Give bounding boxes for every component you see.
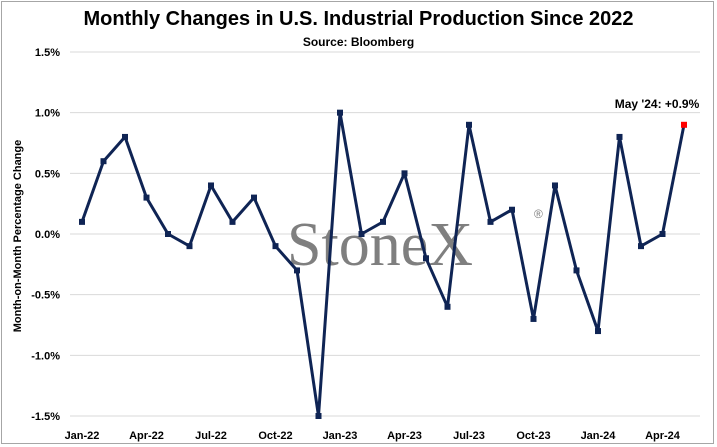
x-tick-label: Oct-23 — [516, 430, 550, 442]
data-point — [186, 243, 193, 250]
data-point — [79, 218, 85, 225]
gridlines — [70, 51, 700, 417]
data-point — [100, 158, 107, 165]
data-point — [616, 133, 623, 140]
data-point — [315, 413, 322, 419]
data-point — [595, 328, 601, 335]
data-point — [487, 218, 494, 225]
y-tick-label: -1.0% — [31, 350, 60, 362]
data-point — [444, 303, 451, 310]
series-group — [79, 109, 687, 419]
data-point — [294, 267, 300, 274]
data-point — [337, 109, 343, 116]
data-point-latest — [681, 121, 687, 128]
x-tick-label: Apr-23 — [387, 430, 422, 442]
y-tick-label: -0.5% — [31, 290, 60, 302]
x-tick-label: Oct-22 — [258, 430, 292, 442]
data-point — [380, 218, 386, 225]
data-point — [638, 243, 644, 250]
chart-subtitle: Source: Bloomberg — [302, 35, 415, 49]
data-point — [466, 121, 472, 128]
data-point — [229, 218, 236, 225]
y-tick-label: 0.0% — [35, 229, 60, 241]
y-tick-label: 1.0% — [35, 108, 60, 120]
x-tick-label: Jan-23 — [323, 430, 358, 442]
x-tick-label: Apr-24 — [645, 430, 681, 442]
data-point — [272, 243, 279, 250]
data-point — [659, 231, 666, 237]
y-axis-ticks: 1.5% 1.0% 0.5% 0.0% -0.5% -1.0% -1.5% — [31, 47, 60, 423]
data-point — [358, 231, 365, 237]
y-tick-label: -1.5% — [31, 411, 60, 423]
data-point — [165, 231, 171, 237]
data-point — [573, 267, 580, 274]
y-tick-label: 0.5% — [35, 168, 60, 180]
data-point — [208, 182, 214, 189]
data-point — [122, 133, 128, 140]
data-point — [552, 182, 558, 189]
x-tick-label: Jan-22 — [65, 430, 100, 442]
x-tick-label: Apr-22 — [129, 430, 164, 442]
x-axis-ticks: Jan-22 Apr-22 Jul-22 Oct-22 Jan-23 Apr-23 Jul-… — [65, 430, 681, 442]
data-point — [423, 255, 429, 262]
y-tick-label: 1.5% — [35, 47, 60, 59]
data-point — [251, 194, 257, 201]
watermark-registered-mark: ® — [534, 207, 543, 221]
x-tick-label: Jul-23 — [453, 430, 485, 442]
x-tick-label: Jan-24 — [581, 430, 617, 442]
data-point — [530, 315, 537, 322]
x-tick-label: Jul-22 — [195, 430, 227, 442]
chart-title: Monthly Changes in U.S. Industrial Produ… — [83, 8, 634, 30]
data-point — [401, 170, 408, 177]
data-point — [143, 194, 150, 201]
data-point — [509, 206, 515, 213]
latest-value-annotation: May '24: +0.9% — [615, 97, 700, 111]
y-axis-label: Month-on-Month Percentage Change — [12, 140, 24, 333]
